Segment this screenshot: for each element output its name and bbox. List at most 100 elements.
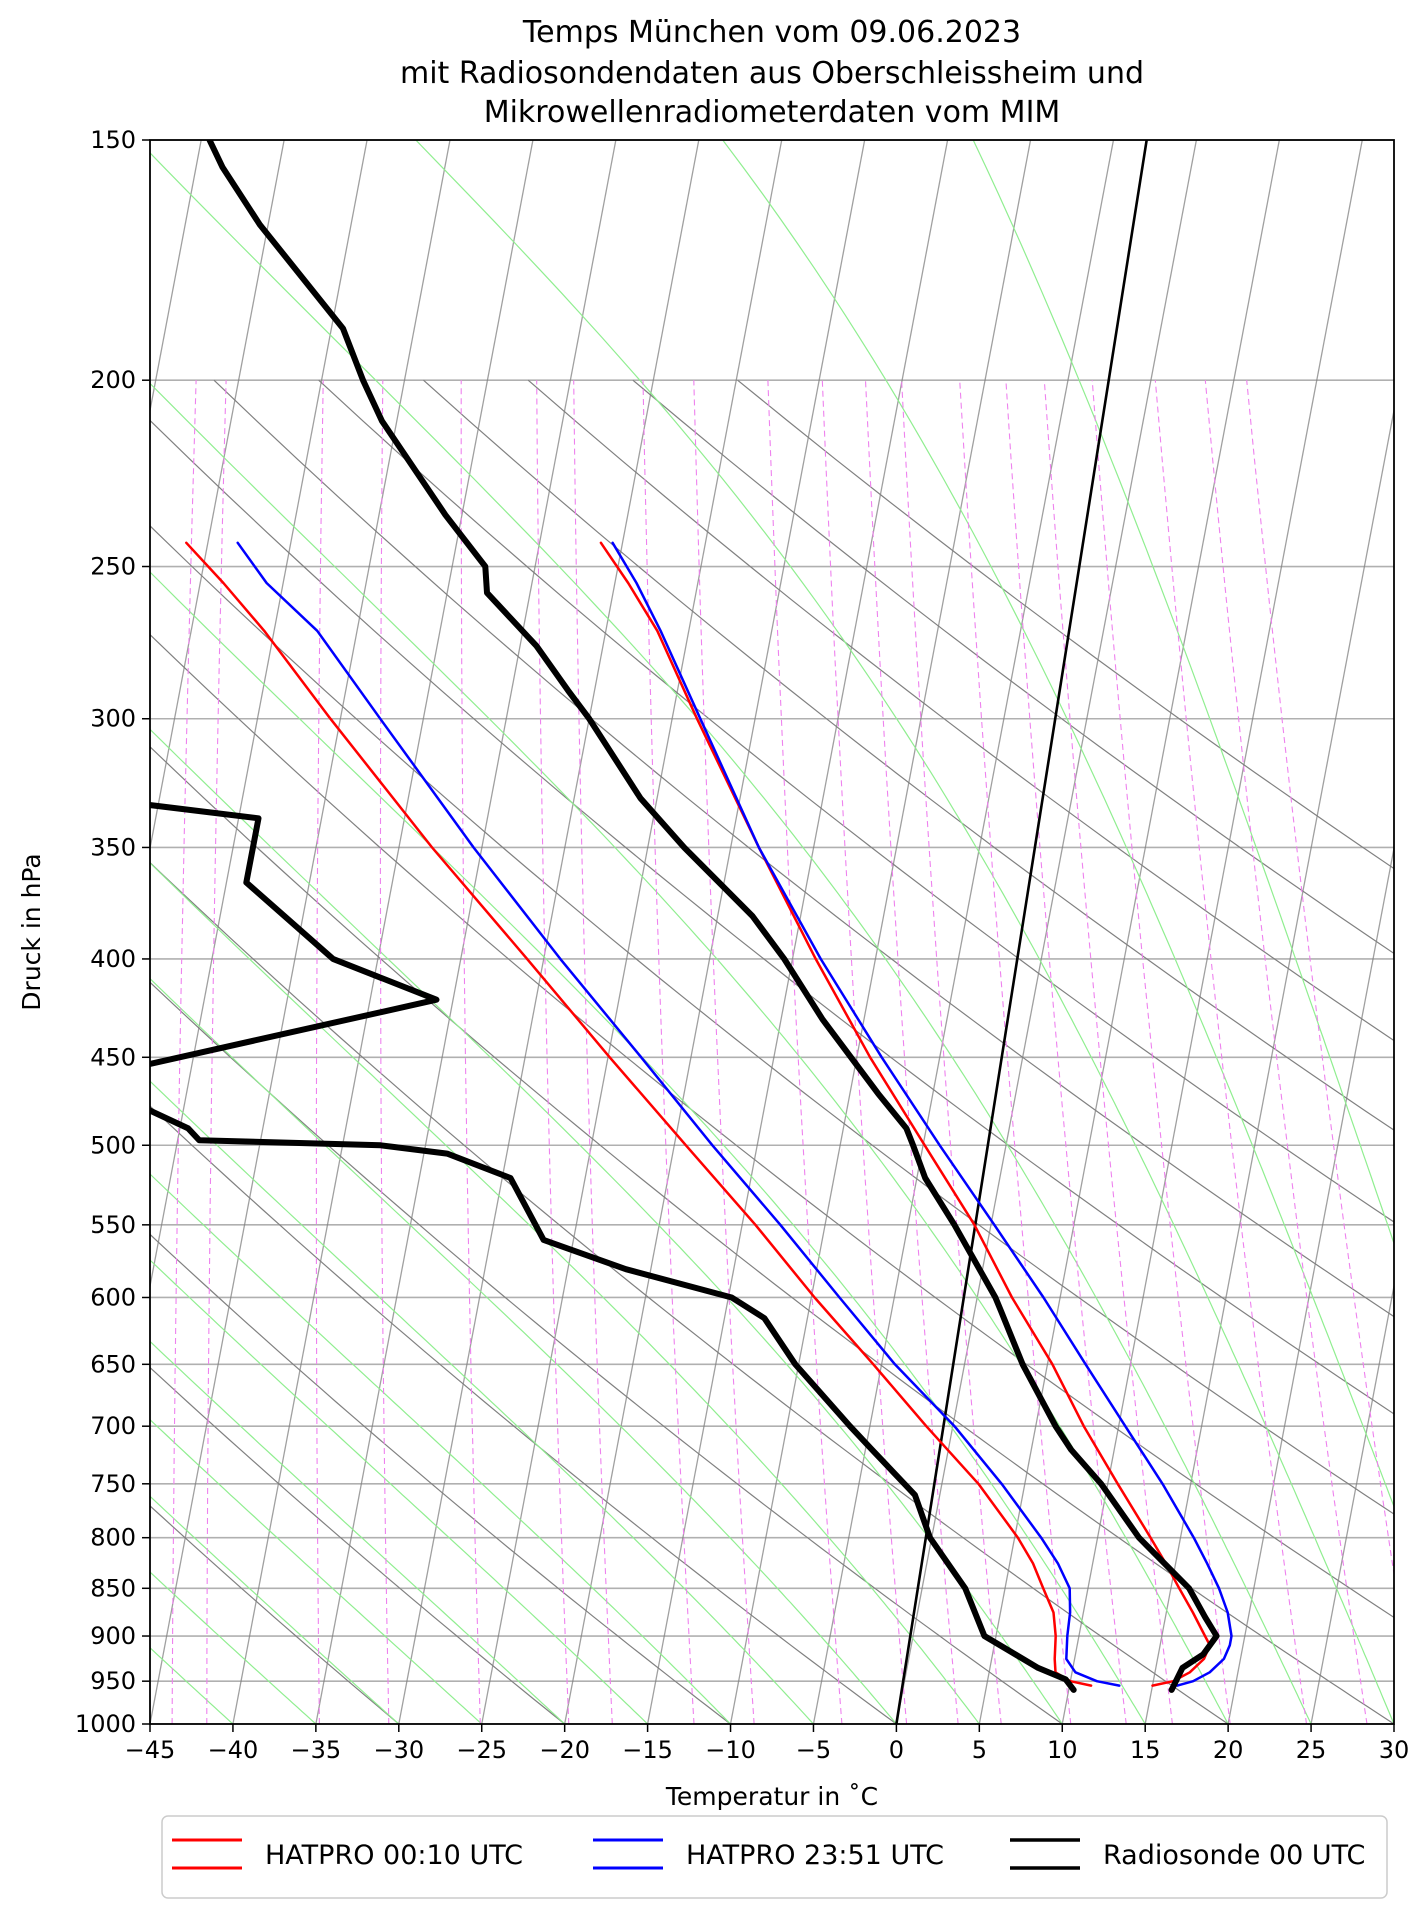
mixing-ratio-line	[1154, 380, 1308, 1724]
x-axis-label: Temperatur in ˚C	[665, 1782, 878, 1811]
moist-adiabat-line	[150, 1080, 814, 1724]
isotherm-line	[1144, 406, 1394, 1724]
isotherm-line	[1393, 1720, 1394, 1724]
x-tick-label: 5	[972, 1736, 987, 1764]
moist-adiabat-line	[150, 152, 1312, 1724]
dry-adiabat-line	[737, 379, 1394, 870]
x-tick-label: 30	[1379, 1736, 1410, 1764]
isotherm-line	[895, 140, 1198, 1724]
y-tick-label: 600	[90, 1283, 136, 1311]
moist-adiabat-line	[415, 140, 1394, 1724]
x-tick-label: 20	[1213, 1736, 1244, 1764]
y-axis-label: Druck in hPa	[17, 853, 46, 1010]
plot-frame	[149, 139, 1395, 1725]
title-line-2: mit Radiosondendaten aus Oberschleisshei…	[400, 56, 1144, 91]
y-tick-label: 350	[90, 833, 136, 861]
y-tick-label: 750	[90, 1470, 136, 1498]
isotherm-line	[812, 140, 1115, 1724]
mixing-ratio-line	[1246, 380, 1394, 1578]
y-tick-label: 200	[90, 366, 136, 394]
y-tick-label: 1000	[75, 1710, 136, 1738]
series-2-temperature-line	[206, 140, 1220, 1693]
x-tick-label: −5	[796, 1736, 831, 1764]
moist-adiabat-line	[150, 1571, 317, 1724]
moist-adiabat-line	[150, 977, 897, 1724]
legend-label: Radiosonde 00 UTC	[1103, 1840, 1365, 1871]
mixing-ratio-line	[901, 380, 1002, 1724]
y-axis-ticks: 150 200 250 300 350 400 450 500 550 600 650 700 750 8…	[75, 126, 150, 1738]
series-2-dewpoint-line	[150, 802, 1077, 1693]
dry-adiabat-line	[150, 525, 1394, 1515]
legend: HATPRO 00:10 UTC HATPRO 23:51 UTC Radioson…	[161, 1815, 1388, 1899]
y-tick-label: 150	[90, 126, 136, 154]
isotherm-line	[646, 140, 949, 1724]
isotherm-line	[1061, 140, 1363, 1724]
isotherm-line	[1310, 1282, 1394, 1724]
dry-adiabat-line	[150, 1105, 897, 1724]
dry-adiabat-line	[632, 379, 1394, 955]
y-tick-label: 400	[90, 945, 136, 973]
legend-label: HATPRO 00:10 UTC	[265, 1840, 523, 1871]
legend-items: HATPRO 00:10 UTC HATPRO 23:51 UTC Radioson…	[172, 1838, 1365, 1871]
isotherm-line	[729, 140, 1032, 1724]
x-axis-ticks: −45 −40 −35 −30 −25 −20 −15 −10 −5 0 5 10 15 20 25 30	[125, 1724, 1410, 1764]
isotherm-line	[1227, 844, 1394, 1724]
moist-adiabat-line	[150, 571, 1146, 1724]
isotherm-line	[398, 140, 700, 1724]
moist-adiabat-line	[150, 1340, 566, 1724]
dry-adiabat-line	[318, 379, 1394, 1223]
moist-adiabat-line	[150, 728, 1063, 1724]
isotherm-line	[315, 140, 617, 1724]
moist-adiabat-line	[150, 382, 1229, 1724]
y-tick-label: 800	[90, 1524, 136, 1552]
reference-line	[895, 140, 1148, 1724]
isotherm-line	[481, 140, 783, 1724]
y-tick-label: 550	[90, 1211, 136, 1239]
x-tick-label: −45	[125, 1736, 176, 1764]
moist-adiabat-line	[150, 1418, 483, 1724]
x-tick-label: −20	[539, 1736, 590, 1764]
y-tick-label: 850	[90, 1574, 136, 1602]
moist-adiabat-line	[150, 1259, 649, 1724]
y-tick-label: 650	[90, 1350, 136, 1378]
y-tick-label: 300	[90, 705, 136, 733]
y-tick-label: 900	[90, 1622, 136, 1650]
dry-adiabat-line	[213, 379, 1394, 1318]
moist-adiabat-line	[150, 862, 980, 1724]
mixing-ratio-line	[959, 380, 1072, 1724]
x-tick-label: −10	[705, 1736, 756, 1764]
y-tick-label: 250	[90, 553, 136, 581]
y-tick-label: 500	[90, 1131, 136, 1159]
dry-adiabat-line	[150, 633, 1394, 1619]
x-tick-label: −40	[208, 1736, 259, 1764]
moist-adiabat-line	[150, 1173, 731, 1724]
series-0-dewpoint-line	[185, 541, 1093, 1687]
x-tick-label: 10	[1047, 1736, 1078, 1764]
x-tick-label: −25	[456, 1736, 507, 1764]
isotherm-line	[232, 140, 534, 1724]
series-1-temperature-line	[611, 541, 1233, 1687]
chart-title: Temps München vom 09.06.2023 mit Radioso…	[400, 15, 1144, 130]
title-line-3: Mikrowellenradiometerdaten vom MIM	[484, 95, 1061, 130]
x-tick-label: −30	[373, 1736, 424, 1764]
y-tick-label: 700	[90, 1412, 136, 1440]
x-tick-label: −15	[622, 1736, 673, 1764]
isotherm-line	[150, 140, 368, 1290]
x-tick-label: 15	[1130, 1736, 1161, 1764]
mixing-ratio-line	[0, 380, 22, 1724]
y-tick-label: 950	[90, 1667, 136, 1695]
mixing-ratio-line	[1091, 380, 1231, 1724]
x-tick-label: 25	[1296, 1736, 1327, 1764]
plot-background	[150, 140, 1394, 1724]
moist-adiabat-line	[150, 1495, 400, 1724]
mixing-ratio-line	[1005, 380, 1127, 1724]
dry-adiabat-line	[150, 1366, 566, 1724]
mixing-ratio-line	[1204, 380, 1368, 1724]
mixing-ratio-line	[864, 380, 959, 1724]
moist-adiabat-line	[972, 140, 1394, 1246]
mixing-ratio-line	[28, 380, 71, 1724]
legend-label: HATPRO 23:51 UTC	[686, 1840, 944, 1871]
dry-adiabat-line	[527, 379, 1394, 1042]
isotherm-line	[150, 140, 202, 414]
